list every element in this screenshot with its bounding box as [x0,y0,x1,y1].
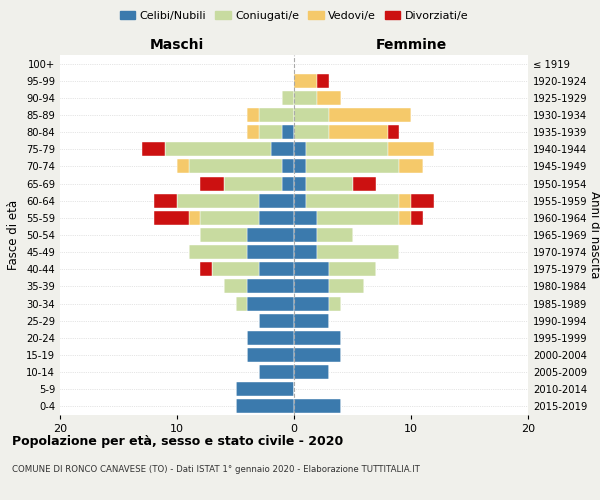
Bar [306,142,388,156]
Bar [259,194,294,207]
Bar [247,331,294,345]
Bar [200,176,224,190]
Bar [317,74,329,88]
Bar [353,176,376,190]
Text: Popolazione per età, sesso e stato civile - 2020: Popolazione per età, sesso e stato civil… [12,435,343,448]
Bar [247,296,294,310]
Bar [166,142,271,156]
Bar [329,108,411,122]
Bar [317,228,353,242]
Bar [388,142,434,156]
Bar [283,91,294,105]
Bar [142,142,165,156]
Bar [294,194,306,207]
Bar [294,296,329,310]
Bar [212,262,259,276]
Bar [247,348,294,362]
Bar [188,245,247,259]
Bar [294,228,317,242]
Bar [294,314,329,328]
Bar [294,245,317,259]
Bar [294,142,306,156]
Bar [259,211,294,225]
Bar [224,280,247,293]
Bar [411,194,434,207]
Bar [259,314,294,328]
Bar [283,125,294,139]
Bar [411,211,422,225]
Y-axis label: Fasce di età: Fasce di età [7,200,20,270]
Bar [283,160,294,173]
Bar [329,296,341,310]
Bar [259,125,283,139]
Bar [294,74,317,88]
Bar [188,211,200,225]
Text: Maschi: Maschi [150,38,204,52]
Bar [247,228,294,242]
Bar [154,211,188,225]
Bar [259,108,294,122]
Bar [235,296,247,310]
Bar [294,91,317,105]
Bar [294,280,329,293]
Bar [200,262,212,276]
Legend: Celibi/Nubili, Coniugati/e, Vedovi/e, Divorziati/e: Celibi/Nubili, Coniugati/e, Vedovi/e, Di… [115,6,473,26]
Bar [294,108,329,122]
Bar [294,365,329,379]
Bar [329,125,388,139]
Bar [294,160,306,173]
Bar [294,125,329,139]
Bar [247,245,294,259]
Bar [177,160,188,173]
Bar [294,348,341,362]
Bar [224,176,283,190]
Bar [188,160,283,173]
Bar [200,228,247,242]
Bar [294,331,341,345]
Bar [294,176,306,190]
Text: COMUNE DI RONCO CANAVESE (TO) - Dati ISTAT 1° gennaio 2020 - Elaborazione TUTTIT: COMUNE DI RONCO CANAVESE (TO) - Dati IST… [12,465,420,474]
Bar [177,194,259,207]
Bar [247,108,259,122]
Bar [317,91,341,105]
Bar [388,125,400,139]
Bar [200,211,259,225]
Bar [306,176,353,190]
Bar [294,262,329,276]
Bar [235,400,294,413]
Bar [317,211,400,225]
Bar [235,382,294,396]
Y-axis label: Anni di nascita: Anni di nascita [589,192,600,278]
Bar [259,365,294,379]
Bar [154,194,177,207]
Bar [317,245,400,259]
Bar [329,280,364,293]
Bar [259,262,294,276]
Bar [400,160,422,173]
Text: Femmine: Femmine [376,38,446,52]
Bar [400,211,411,225]
Bar [294,400,341,413]
Bar [306,194,400,207]
Bar [271,142,294,156]
Bar [247,125,259,139]
Bar [329,262,376,276]
Bar [400,194,411,207]
Bar [294,211,317,225]
Bar [247,280,294,293]
Bar [306,160,400,173]
Bar [283,176,294,190]
